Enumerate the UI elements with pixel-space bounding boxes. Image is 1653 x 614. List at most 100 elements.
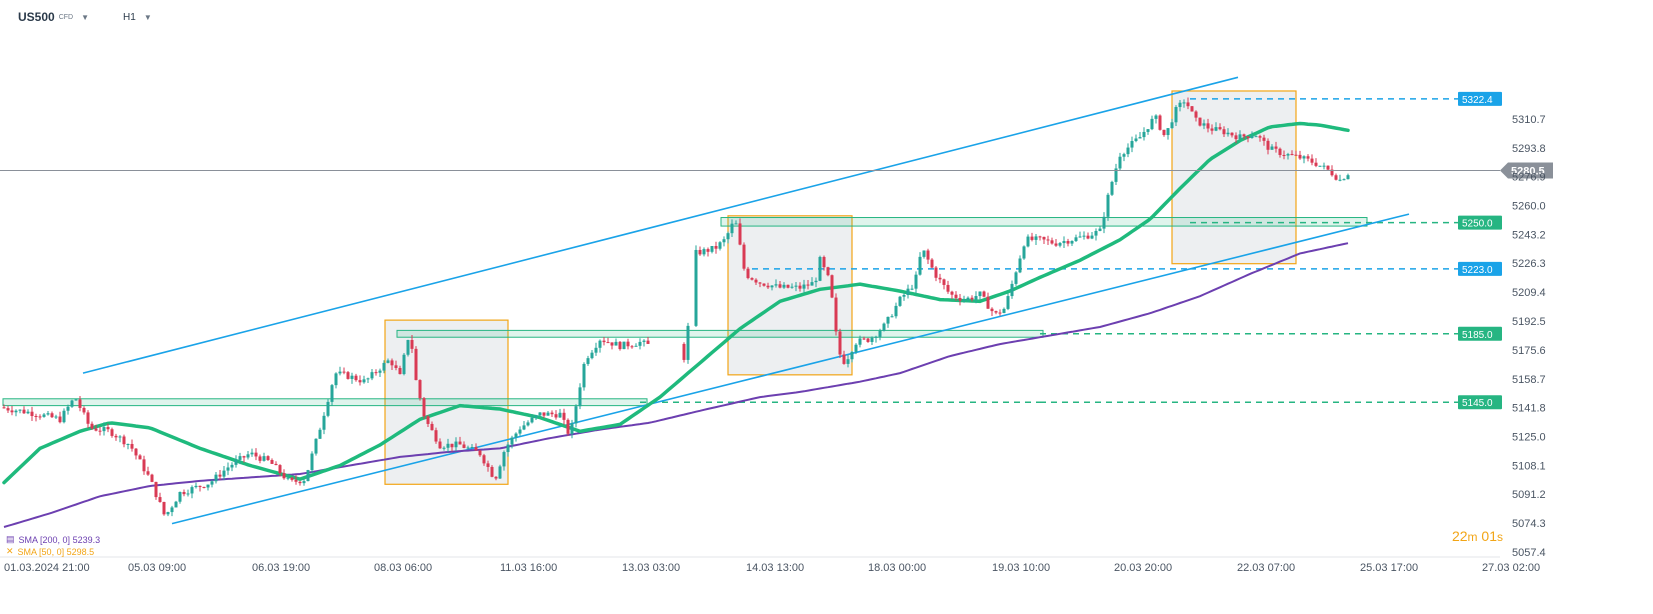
candle-body xyxy=(142,459,146,472)
candle-body xyxy=(350,375,354,379)
candle-body xyxy=(958,297,962,301)
candle-body xyxy=(786,284,790,288)
x-tick-label: 08.03 06:00 xyxy=(374,562,432,574)
candle-body xyxy=(1070,241,1074,244)
candle-body xyxy=(486,463,490,467)
candle-body xyxy=(1178,102,1182,108)
indicator-settings-icon[interactable]: ▤ xyxy=(6,534,15,544)
candle-body xyxy=(802,284,806,289)
candle-body xyxy=(1174,107,1178,123)
y-tick-label: 5293.8 xyxy=(1512,143,1546,155)
y-tick-label: 5243.2 xyxy=(1512,229,1546,241)
candle-body xyxy=(1186,102,1190,107)
candle-body xyxy=(762,283,766,286)
candle-body xyxy=(322,415,326,430)
candle-body xyxy=(206,484,210,488)
candle-body xyxy=(1082,235,1086,237)
candle-body xyxy=(622,341,626,350)
candle-body xyxy=(1118,156,1122,169)
candle-body xyxy=(698,249,702,255)
x-tick-label: 27.03 02:00 xyxy=(1482,562,1540,574)
level-tag xyxy=(1458,326,1502,341)
candle-body xyxy=(6,408,10,411)
candle-body xyxy=(1066,241,1070,244)
candle-body xyxy=(898,296,902,306)
candle-body xyxy=(574,406,578,424)
candle-body xyxy=(998,312,1002,314)
candle-body xyxy=(310,453,314,471)
candle-body xyxy=(138,455,142,460)
candle-body xyxy=(974,296,978,300)
candle-body xyxy=(874,336,878,338)
candle-body xyxy=(146,471,150,475)
candle-body xyxy=(1346,175,1350,180)
candle-body xyxy=(970,297,974,300)
candle-body xyxy=(746,268,750,279)
timeframe-dropdown-chevron-icon[interactable]: ▼ xyxy=(143,12,152,22)
candle-body xyxy=(982,291,986,297)
candle-body xyxy=(1138,137,1142,139)
candle-body xyxy=(330,385,334,402)
candle-body xyxy=(518,429,522,434)
candle-body xyxy=(1274,146,1278,149)
candle-body xyxy=(766,285,770,288)
candle-body xyxy=(1018,258,1022,273)
candle-body xyxy=(254,452,258,457)
candle-body xyxy=(430,423,434,431)
candle-body xyxy=(1338,179,1342,181)
candle-body xyxy=(70,400,74,407)
candle-body xyxy=(1054,243,1058,246)
candle-body xyxy=(178,491,182,502)
candle-body xyxy=(170,507,174,513)
candle-body xyxy=(270,459,274,464)
candle-body xyxy=(794,285,798,287)
candle-body xyxy=(1314,162,1318,166)
candle-body xyxy=(1122,154,1126,157)
candle-body xyxy=(38,416,42,418)
candle-body xyxy=(90,423,94,429)
candle-body xyxy=(866,338,870,342)
candle-body xyxy=(1114,168,1118,182)
x-tick-label: 19.03 10:00 xyxy=(992,562,1050,574)
candle-body xyxy=(414,348,418,381)
candle-body xyxy=(1214,127,1218,131)
candle-body xyxy=(62,410,66,423)
candle-countdown: 22m 01s xyxy=(1452,528,1503,544)
candle-body xyxy=(186,493,190,495)
timeframe-label[interactable]: H1 xyxy=(123,11,136,23)
candle-body xyxy=(26,411,30,414)
candle-body xyxy=(858,338,862,345)
chart-header: US500 CFD ▼ H1 ▼ xyxy=(18,10,152,24)
candle-body xyxy=(542,412,546,416)
symbol-label[interactable]: US500 xyxy=(18,10,55,24)
symbol-dropdown-chevron-icon[interactable]: ▼ xyxy=(81,12,90,22)
candle-body xyxy=(54,416,58,418)
candle-body xyxy=(682,343,686,360)
candle-body xyxy=(706,249,710,252)
price-zone xyxy=(720,217,1368,227)
current-price-label: 5280.5 xyxy=(1511,165,1545,177)
candle-body xyxy=(578,387,582,407)
candle-body xyxy=(1334,175,1338,180)
candle-body xyxy=(1254,136,1258,138)
candle-body xyxy=(750,278,754,280)
candle-body xyxy=(1322,165,1326,167)
indicator-close-icon[interactable]: ✕ xyxy=(6,546,14,556)
x-tick-label: 20.03 20:00 xyxy=(1114,562,1172,574)
candle-body xyxy=(630,346,634,348)
candle-body xyxy=(294,479,298,482)
candle-body xyxy=(1010,283,1014,297)
candle-body xyxy=(566,419,570,434)
legend-sma50-value: 5298.5 xyxy=(66,546,95,557)
candle-body xyxy=(966,297,970,300)
candle-body xyxy=(1318,165,1322,167)
legend-sma50[interactable]: ✕ SMA [50, 0] 5298.5 xyxy=(6,546,94,557)
legend-sma200[interactable]: ▤ SMA [200, 0] 5239.3 xyxy=(6,534,100,545)
candle-body xyxy=(382,362,386,371)
candle-body xyxy=(438,441,442,449)
candle-body xyxy=(638,341,642,346)
candle-body xyxy=(266,456,270,460)
candle-body xyxy=(602,340,606,343)
y-tick-label: 5108.1 xyxy=(1512,460,1546,472)
